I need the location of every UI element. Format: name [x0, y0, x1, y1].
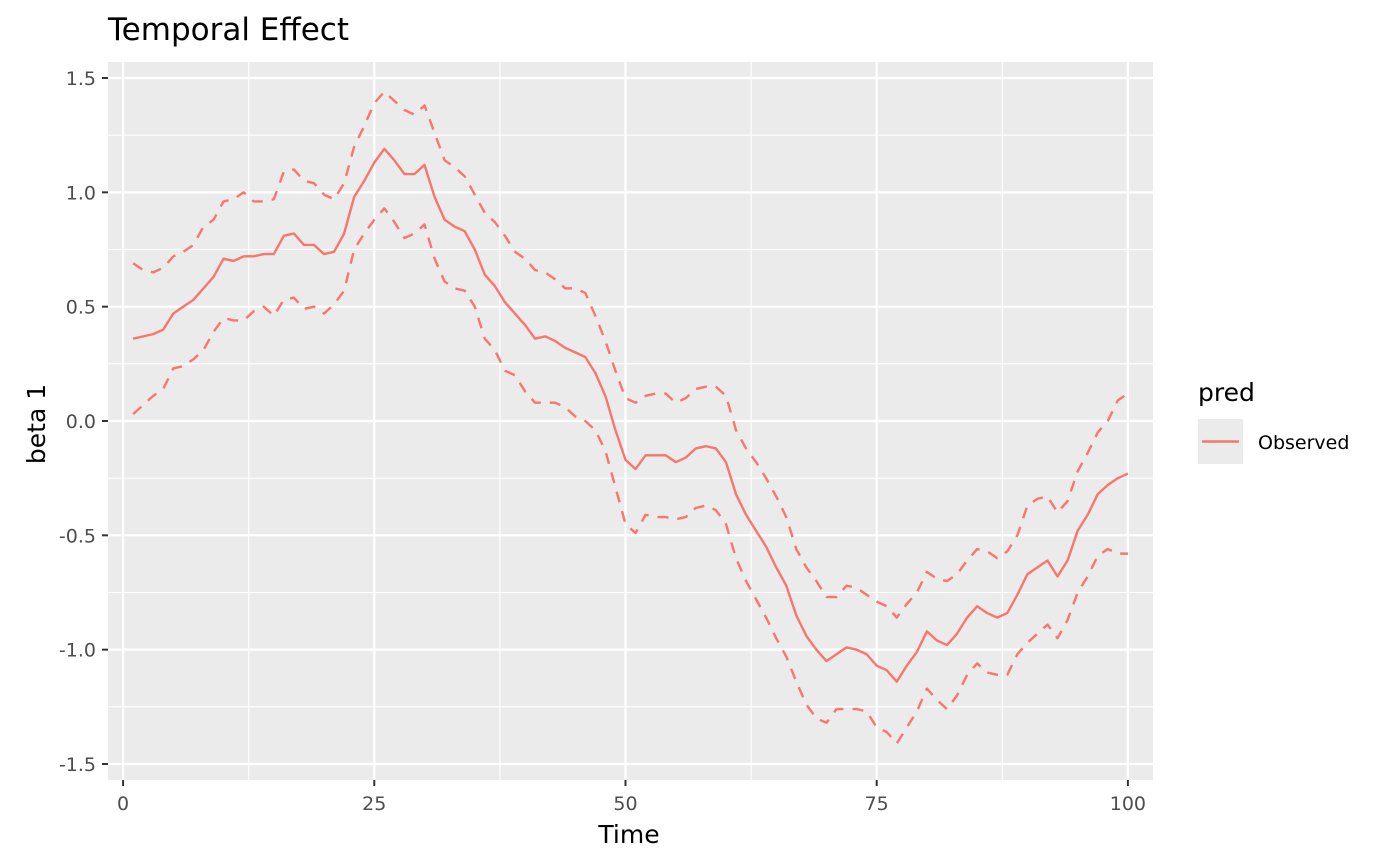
y-axis: 1.5 1.0 0.5 0.0 -0.5 -1.0 -1.5 — [59, 68, 108, 776]
y-axis-title: beta 1 — [22, 384, 51, 464]
x-axis-title: Time — [597, 820, 659, 849]
y-tick-label: 0.5 — [66, 297, 96, 319]
y-tick-label: 0.0 — [66, 411, 96, 433]
x-tick-label: 75 — [865, 793, 889, 815]
y-tick-label: 1.5 — [66, 68, 96, 90]
y-tick-label: -0.5 — [59, 525, 96, 547]
legend-label-observed: Observed — [1258, 432, 1349, 454]
series-layer — [132, 90, 1129, 745]
chart-title: Temporal Effect — [107, 12, 349, 48]
y-tick-label: -1.0 — [59, 640, 96, 662]
y-tick-label: -1.5 — [59, 754, 96, 776]
series-line-estimate — [132, 147, 1129, 683]
x-tick-label: 100 — [1110, 793, 1146, 815]
legend: pred Observed — [1198, 378, 1349, 464]
x-tick-label: 0 — [117, 793, 129, 815]
legend-title: pred — [1198, 378, 1255, 407]
x-tick-label: 50 — [613, 793, 637, 815]
x-axis: 0 25 50 75 100 — [117, 780, 1146, 815]
y-tick-label: 1.0 — [66, 182, 96, 204]
series-line-lower — [132, 207, 1128, 745]
series-line-upper — [132, 90, 1129, 619]
grid-major — [108, 62, 1153, 780]
x-tick-label: 25 — [362, 793, 386, 815]
